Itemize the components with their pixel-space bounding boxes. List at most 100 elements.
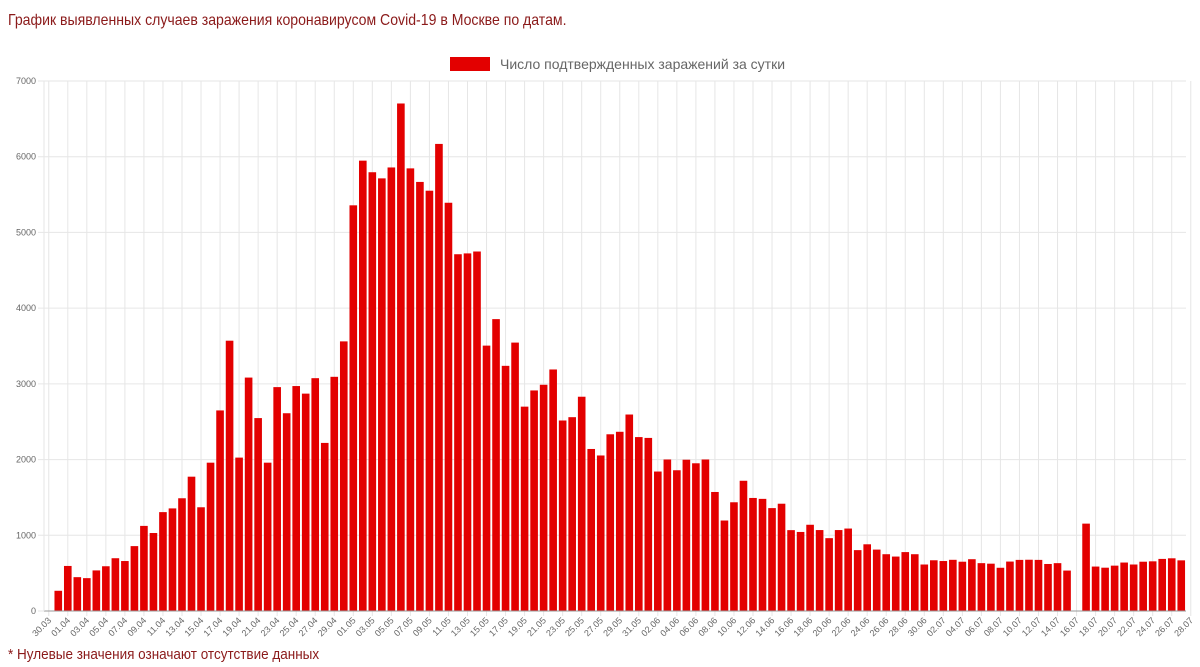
bar[interactable] [463, 253, 472, 611]
bar[interactable] [949, 559, 957, 611]
bar[interactable] [225, 340, 234, 611]
bar[interactable] [625, 414, 634, 611]
bar[interactable] [1167, 558, 1176, 611]
bar[interactable] [872, 549, 881, 611]
bar[interactable] [197, 507, 205, 611]
bar[interactable] [102, 566, 110, 611]
bar[interactable] [178, 498, 186, 611]
bar[interactable] [1139, 561, 1147, 611]
bar[interactable] [558, 420, 567, 611]
bar[interactable] [1053, 563, 1062, 611]
bar[interactable] [1025, 559, 1033, 611]
bar[interactable] [501, 365, 510, 611]
bar[interactable] [1110, 565, 1119, 611]
bar[interactable] [530, 390, 538, 611]
bar[interactable] [121, 561, 129, 611]
bar[interactable] [1129, 564, 1138, 611]
bar[interactable] [692, 463, 700, 611]
bar[interactable] [1034, 559, 1043, 611]
bar[interactable] [482, 345, 491, 611]
bar[interactable] [968, 559, 976, 611]
bar[interactable] [273, 387, 281, 611]
bar[interactable] [349, 205, 358, 611]
bar[interactable] [901, 552, 910, 611]
bar[interactable] [168, 508, 177, 611]
bar[interactable] [378, 178, 386, 611]
bar[interactable] [301, 393, 310, 611]
bar[interactable] [254, 418, 262, 611]
bar[interactable] [159, 512, 167, 611]
bar[interactable] [663, 459, 672, 611]
bar[interactable] [777, 503, 786, 611]
bar[interactable] [330, 376, 339, 611]
bar[interactable] [796, 531, 805, 611]
bar[interactable] [1091, 566, 1100, 611]
legend-label[interactable]: Число подтвержденных заражений за сутки [500, 56, 785, 72]
bar[interactable] [511, 342, 519, 611]
bar[interactable] [739, 480, 748, 611]
bar[interactable] [577, 396, 586, 611]
bar[interactable] [891, 556, 900, 611]
bar[interactable] [958, 561, 967, 611]
bar[interactable] [435, 143, 443, 611]
bar[interactable] [187, 476, 196, 611]
bar[interactable] [844, 528, 852, 611]
bar[interactable] [596, 455, 605, 611]
bar[interactable] [539, 384, 548, 611]
bar[interactable] [701, 459, 710, 611]
legend[interactable]: Число подтвержденных заражений за сутки [450, 56, 785, 72]
bar[interactable] [910, 554, 919, 611]
bar[interactable] [1006, 561, 1014, 611]
bar[interactable] [825, 538, 833, 611]
bar[interactable] [1063, 570, 1071, 611]
bar[interactable] [996, 567, 1005, 611]
bar[interactable] [520, 406, 529, 611]
bar[interactable] [130, 546, 139, 611]
bar[interactable] [977, 563, 986, 611]
bar[interactable] [882, 554, 891, 611]
bar[interactable] [63, 565, 72, 611]
bar[interactable] [54, 590, 63, 611]
bar[interactable] [654, 471, 662, 611]
bar[interactable] [987, 563, 995, 611]
bar[interactable] [92, 570, 101, 611]
bar[interactable] [83, 578, 91, 611]
bar[interactable] [140, 525, 148, 611]
bar[interactable] [492, 319, 500, 611]
bar[interactable] [320, 442, 329, 611]
bar[interactable] [1158, 558, 1167, 611]
bar[interactable] [473, 251, 481, 611]
bar[interactable] [235, 457, 243, 611]
bar[interactable] [149, 533, 158, 611]
bar[interactable] [387, 167, 396, 612]
bar[interactable] [216, 410, 224, 611]
bar[interactable] [853, 550, 862, 611]
bar[interactable] [282, 413, 291, 611]
bar[interactable] [339, 341, 348, 611]
bar[interactable] [368, 172, 377, 611]
bar[interactable] [406, 168, 415, 612]
bar[interactable] [244, 377, 253, 611]
bar[interactable] [711, 491, 719, 611]
bar[interactable] [206, 462, 215, 611]
bar[interactable] [930, 560, 938, 611]
bar[interactable] [1148, 561, 1157, 611]
bar[interactable] [787, 530, 795, 611]
bar[interactable] [1015, 559, 1024, 611]
bar[interactable] [111, 558, 120, 611]
bar[interactable] [682, 459, 691, 611]
bar[interactable] [606, 434, 615, 611]
bar[interactable] [920, 564, 929, 611]
bar[interactable] [425, 190, 434, 611]
bar[interactable] [758, 498, 767, 611]
bar[interactable] [615, 431, 624, 611]
bar[interactable] [568, 417, 576, 611]
bar[interactable] [587, 448, 596, 611]
bar[interactable] [549, 369, 557, 611]
bar[interactable] [634, 437, 643, 611]
bar[interactable] [311, 378, 320, 611]
bar[interactable] [749, 497, 757, 611]
bar[interactable] [673, 470, 681, 611]
legend-swatch[interactable] [450, 57, 490, 71]
bar[interactable] [644, 437, 653, 611]
